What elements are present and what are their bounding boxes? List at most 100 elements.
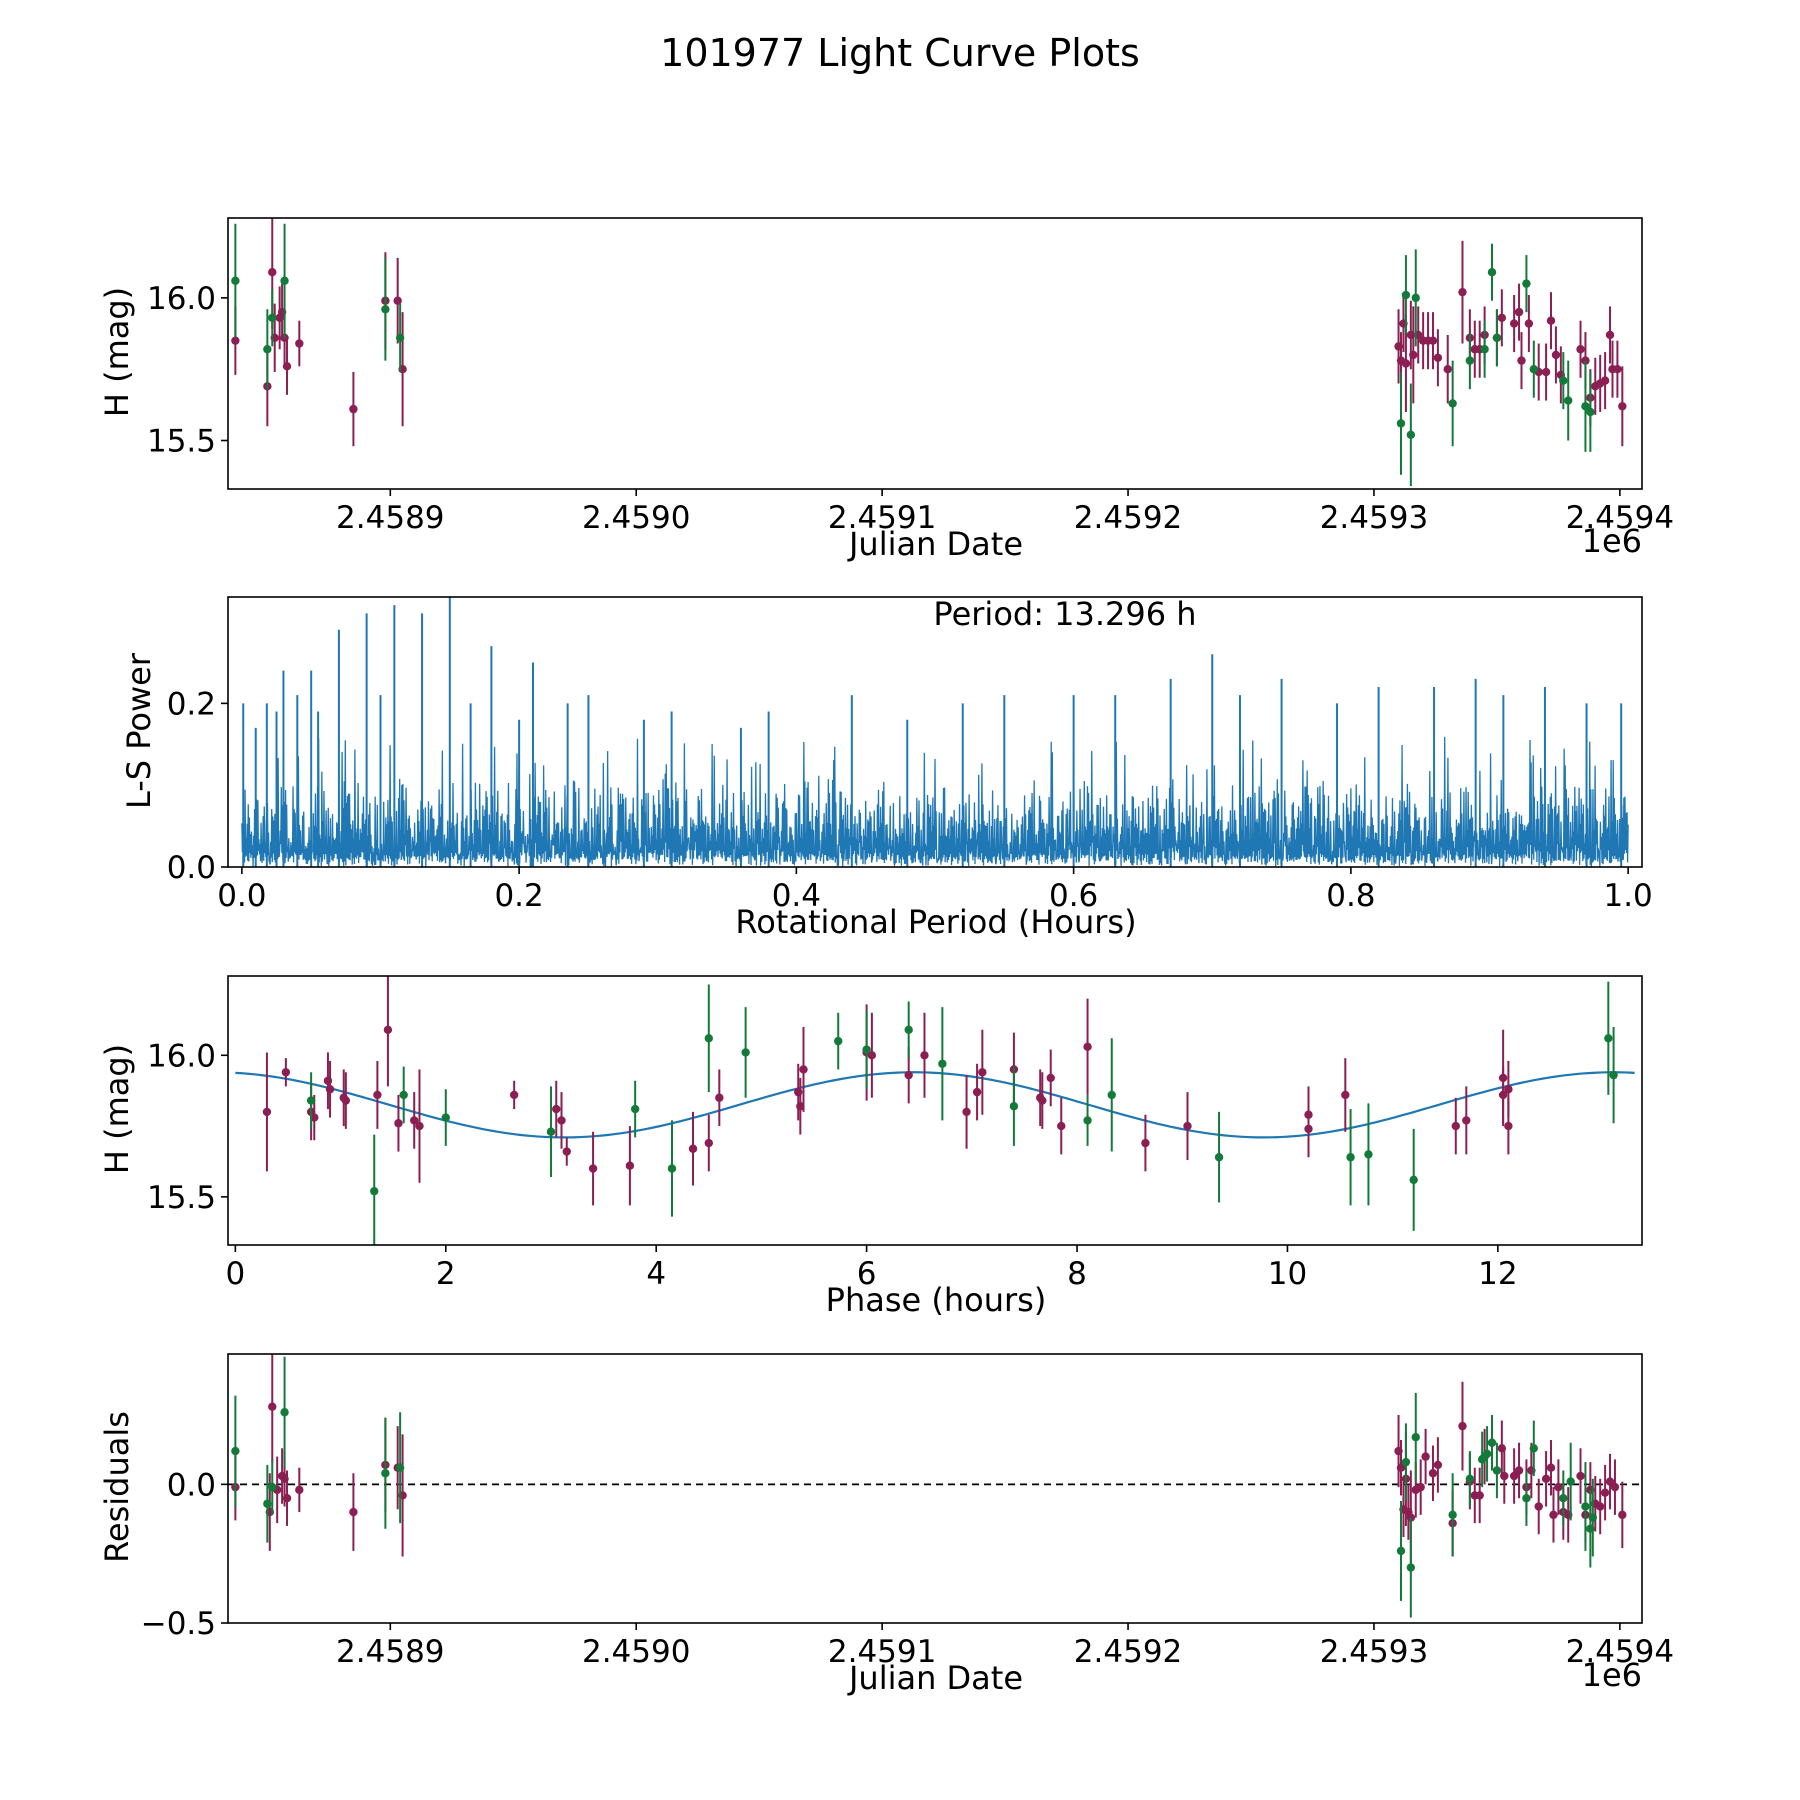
residuals-data-point xyxy=(349,1507,358,1517)
residuals-data-point xyxy=(1534,1502,1543,1511)
residuals-ytick-label: −0.5 xyxy=(141,1606,216,1642)
light-curve-data-point xyxy=(1448,399,1457,408)
light-curve-data-point xyxy=(1406,430,1416,439)
phase-data-point xyxy=(1504,1121,1513,1131)
phase-ytick-label: 15.5 xyxy=(147,1180,216,1216)
residuals-data-point xyxy=(1482,1449,1492,1459)
phase-data-point xyxy=(1107,1090,1116,1100)
phase-data-point xyxy=(667,1164,677,1173)
phase-xtick-label: 8 xyxy=(1067,1256,1087,1292)
phase-data-point xyxy=(625,1161,635,1170)
light-curve-data-point xyxy=(1541,367,1551,377)
residuals-data-point xyxy=(1509,1471,1519,1481)
phase-data-point xyxy=(1409,1175,1418,1185)
phase-data-point xyxy=(1462,1116,1471,1125)
phase-data-point xyxy=(1214,1153,1224,1162)
phase-data-point xyxy=(415,1121,424,1131)
light-curve-data-point xyxy=(268,313,277,323)
periodogram-xtick-label: 0.4 xyxy=(772,878,821,914)
light-curve-data-point xyxy=(1514,307,1524,317)
residuals-data-point xyxy=(1559,1494,1568,1503)
residuals-data-point xyxy=(1465,1474,1475,1483)
light-curve-data-point xyxy=(1517,356,1526,365)
light-curve-ytick-label: 16.0 xyxy=(147,281,216,317)
light-curve-data-point xyxy=(1576,345,1585,354)
phase-data-point xyxy=(1083,1042,1092,1051)
phase-data-point xyxy=(341,1096,351,1105)
light-curve-ylabel: H (mag) xyxy=(98,287,136,417)
periodogram-panel: 0.0 0.2 0.4 0.6 0.8 1.0 0.0 0.2 Rotational Peri… xyxy=(120,595,1653,941)
light-curve-data-point xyxy=(1411,293,1420,303)
residuals-data-point xyxy=(1475,1491,1484,1500)
light-curve-ytick-label: 15.5 xyxy=(147,424,216,460)
light-curve-data-point xyxy=(263,345,272,354)
residuals-plot-frame xyxy=(227,1353,1643,1624)
residuals-data-point xyxy=(1416,1482,1425,1492)
phase-ylabel: H (mag) xyxy=(98,1044,136,1174)
light-curve-xtick-label: 2.4592 xyxy=(1074,500,1182,536)
periodogram-xtick-label: 0.2 xyxy=(494,878,543,914)
phase-data-point xyxy=(796,1102,805,1111)
residuals-data-point xyxy=(268,1402,277,1411)
residuals-data-point xyxy=(1477,1455,1487,1464)
phase-xtick-label: 4 xyxy=(646,1256,666,1292)
light-curve-xtick-label: 2.4589 xyxy=(336,500,444,536)
residuals-xtick-label: 2.4592 xyxy=(1074,1634,1182,1670)
light-curve-offset-label: 1e6 xyxy=(1582,522,1642,560)
residuals-data-point xyxy=(1458,1421,1467,1431)
light-curve-data-point xyxy=(1546,316,1556,325)
residuals-offset-label: 1e6 xyxy=(1582,1656,1642,1694)
light-curve-data-point xyxy=(231,336,240,345)
phase-data-point xyxy=(383,1025,393,1035)
light-curve-data-point xyxy=(1401,359,1411,368)
residuals-data-point xyxy=(1492,1466,1502,1475)
phase-data-point xyxy=(867,1051,877,1060)
residuals-data-point xyxy=(1581,1502,1590,1511)
phase-data-point xyxy=(972,1087,982,1097)
phase-data-point xyxy=(1341,1090,1350,1100)
residuals-data-point xyxy=(395,1463,405,1472)
light-curve-data-point xyxy=(1509,319,1519,328)
phase-data-point xyxy=(1451,1121,1460,1131)
phase-data-point xyxy=(1083,1116,1092,1125)
residuals-data-point xyxy=(295,1485,304,1495)
phase-data-point xyxy=(704,1138,714,1148)
residuals-data-point xyxy=(1428,1469,1438,1478)
phase-data-point xyxy=(1304,1124,1313,1134)
phase-data-point xyxy=(410,1116,419,1125)
light-curve-data-point xyxy=(1401,290,1411,300)
phase-xtick-label: 0 xyxy=(225,1256,245,1292)
phase-data-point xyxy=(1009,1102,1019,1111)
residuals-ytick-label: 0.0 xyxy=(167,1467,216,1503)
phase-data-point xyxy=(399,1090,408,1100)
light-curve-data-point xyxy=(1480,345,1489,354)
residuals-xlabel: Julian Date xyxy=(847,1659,1023,1697)
phase-data-point xyxy=(373,1090,382,1100)
light-curve-plot-frame xyxy=(227,217,1643,490)
light-curve-data-point xyxy=(1605,330,1615,340)
phase-data-point xyxy=(546,1127,556,1136)
residuals-data-point xyxy=(1401,1457,1411,1467)
light-curve-data-point xyxy=(231,276,240,285)
light-curve-data-point xyxy=(1600,376,1610,385)
light-curve-data-point xyxy=(1458,287,1467,297)
light-curve-data-point xyxy=(393,296,402,305)
light-curve-data-point xyxy=(280,276,289,285)
residuals-data-point xyxy=(1421,1452,1430,1461)
residuals-data-point xyxy=(1588,1513,1598,1522)
residuals-data-point xyxy=(1396,1463,1406,1472)
phase-data-point xyxy=(1057,1121,1066,1131)
light-curve-data-point xyxy=(1529,364,1538,374)
phase-xtick-label: 12 xyxy=(1478,1256,1517,1292)
phase-data-point xyxy=(394,1119,403,1128)
phase-data-point xyxy=(704,1034,714,1043)
light-curve-data-point xyxy=(1396,419,1406,428)
phase-xtick-label: 6 xyxy=(857,1256,877,1292)
residuals-data-point xyxy=(1549,1510,1558,1520)
residuals-data-point xyxy=(1541,1474,1551,1483)
phase-data-point xyxy=(1346,1153,1355,1162)
light-curve-data-point xyxy=(1487,268,1497,277)
phase-data-point xyxy=(741,1048,750,1057)
residuals-xtick-label: 2.4593 xyxy=(1320,1634,1428,1670)
residuals-data-point xyxy=(1600,1488,1610,1497)
